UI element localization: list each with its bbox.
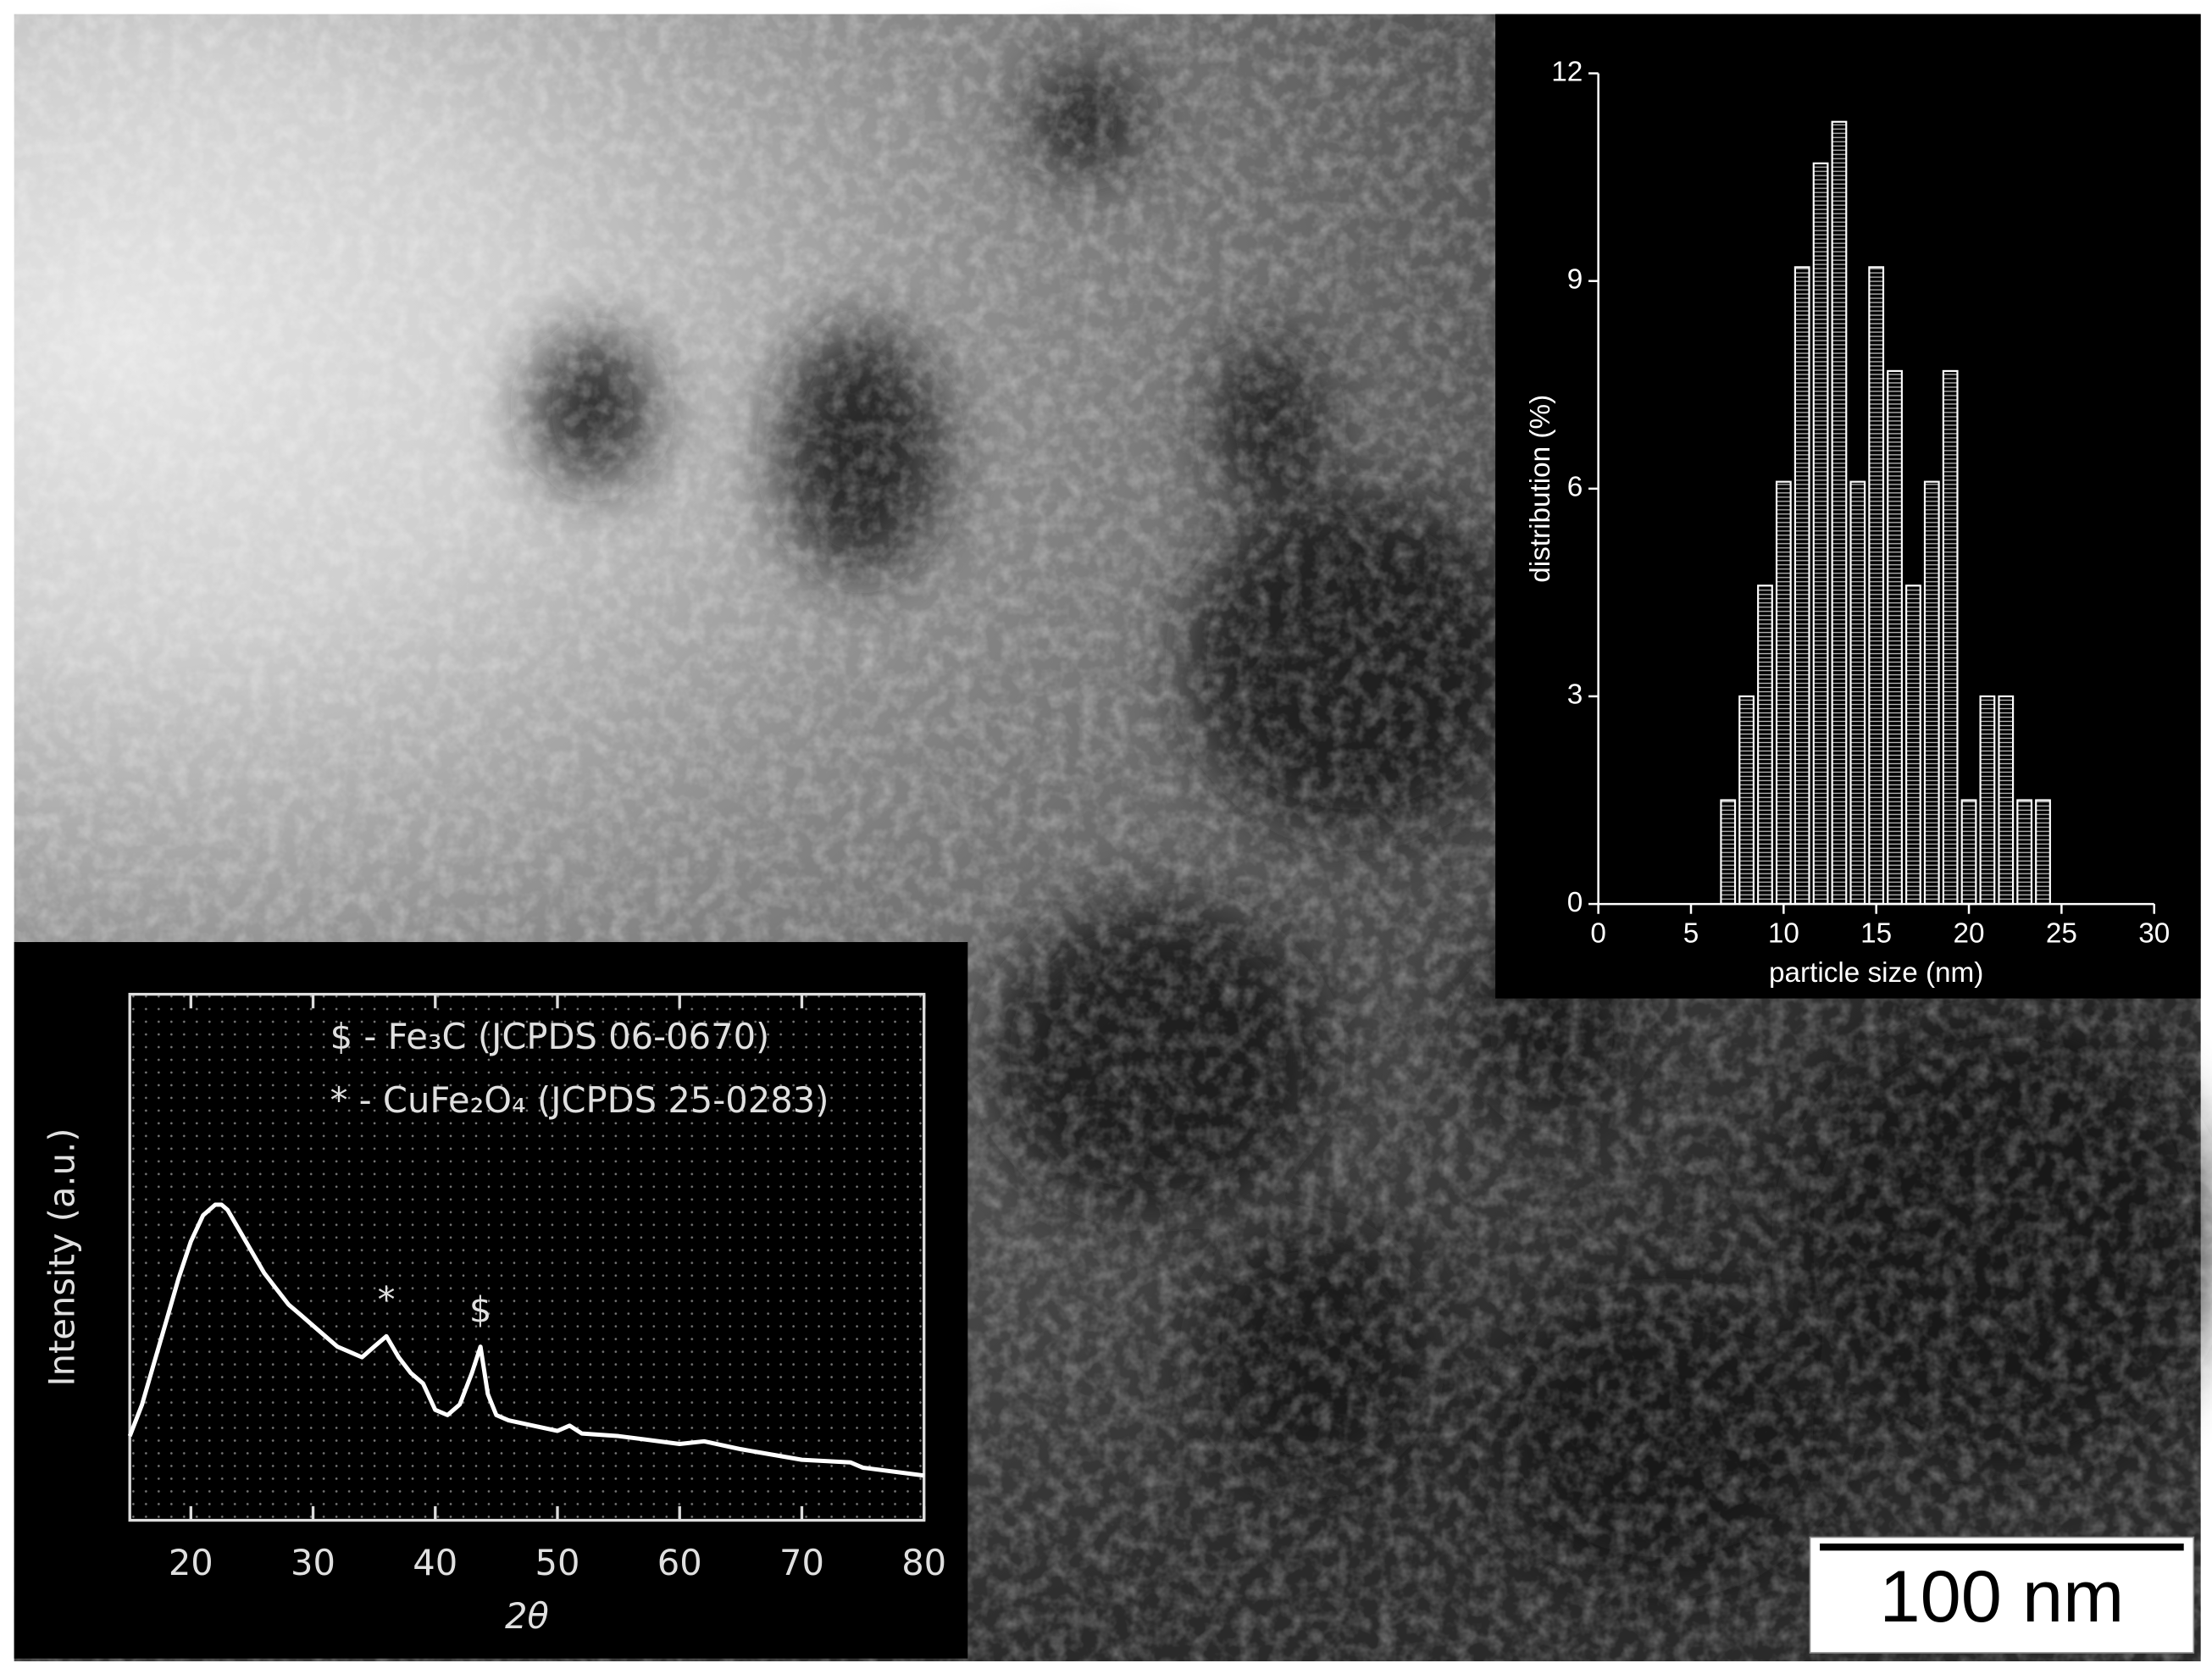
- y-axis-label: Intensity (a.u.): [42, 1128, 83, 1387]
- y-tick-label: 6: [1567, 472, 1583, 503]
- xrd-inset: 20 30 40 50 60 70 80 * $ $ - Fe₃C (JCPDS 06-0670)…: [14, 942, 968, 1659]
- x-tick-label: 40: [413, 1542, 457, 1583]
- x-tick-label: 20: [169, 1542, 213, 1583]
- y-tick-label: 12: [1551, 56, 1583, 87]
- x-tick-label: 30: [291, 1542, 335, 1583]
- scale-bar: 100 nm: [1809, 1536, 2195, 1654]
- bar: [1757, 585, 1773, 906]
- x-tick-label: 60: [657, 1542, 702, 1583]
- y-tick-label: 3: [1567, 679, 1583, 711]
- bar: [1738, 695, 1755, 906]
- bar: [1905, 585, 1921, 906]
- y-tick-label: 0: [1567, 887, 1583, 918]
- scale-bar-label: 100 nm: [1880, 1556, 2125, 1638]
- x-tick-label: 50: [535, 1542, 580, 1583]
- bar: [1812, 162, 1829, 906]
- peak-marker: *: [378, 1278, 396, 1320]
- bar: [1979, 695, 1996, 906]
- x-tick-label: 5: [1683, 917, 1699, 949]
- x-axis-label: particle size (nm): [1769, 957, 1983, 989]
- bar: [1868, 266, 1885, 906]
- bar: [1720, 799, 1737, 906]
- histogram-inset: 0 5 10 15 20 25 30 0 3 6 9 12 particle size (nm) dist…: [1495, 14, 2201, 999]
- bar: [1831, 120, 1848, 906]
- x-tick-label: 0: [1590, 917, 1606, 949]
- x-axis-label: 2θ: [505, 1595, 549, 1637]
- y-axis-label: distribution (%): [1525, 395, 1556, 583]
- bar: [1923, 480, 1940, 906]
- bar: [1942, 369, 1959, 906]
- x-tick-label: 30: [2138, 917, 2170, 949]
- bar: [1775, 480, 1792, 906]
- x-tick-label: 70: [779, 1542, 824, 1583]
- bar: [1960, 799, 1977, 906]
- bar: [2016, 799, 2033, 906]
- grid: [130, 994, 924, 1521]
- plot-frame: [128, 992, 926, 1522]
- bar: [1793, 266, 1810, 906]
- x-tick-label: 20: [1954, 917, 1985, 949]
- x-tick-label: 25: [2046, 917, 2077, 949]
- bar: [2035, 799, 2051, 906]
- xrd-line: [127, 1202, 925, 1478]
- x-tick-label: 80: [901, 1542, 946, 1583]
- peak-marker: $: [469, 1289, 491, 1331]
- x-tick-label: 10: [1768, 917, 1799, 949]
- bar: [1887, 369, 1903, 906]
- x-tick-label: 15: [1860, 917, 1892, 949]
- bar: [1849, 480, 1866, 906]
- legend-note: * - CuFe₂O₄ (JCPDS 25-0283): [330, 1079, 829, 1121]
- bar: [1998, 695, 2015, 906]
- legend-note: $ - Fe₃C (JCPDS 06-0670): [330, 1016, 770, 1057]
- y-tick-label: 9: [1567, 263, 1583, 295]
